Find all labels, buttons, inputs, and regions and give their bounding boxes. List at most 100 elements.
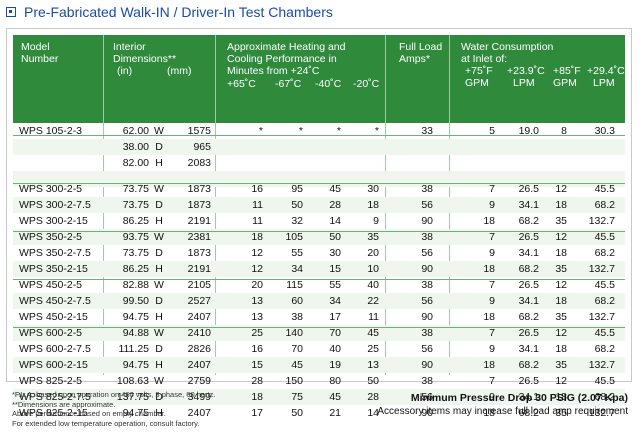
cell-l1: 68.2 (518, 263, 539, 275)
cell-amps: 90 (421, 215, 433, 227)
page-title: Pre-Fabricated Walk-IN / Driver-In Test … (24, 4, 333, 20)
cell-g1: 18 (483, 359, 495, 371)
cell-amps: 56 (421, 391, 433, 403)
cell-p3: 14 (329, 215, 341, 227)
cell-p1: 16 (251, 183, 263, 195)
cell-model: WPS 350-2-7.5 (19, 247, 91, 259)
cell-model: WPS 450-2-5 (19, 279, 83, 291)
cell-in: 38.00 (122, 141, 149, 153)
cell-l1: 68.2 (518, 311, 539, 323)
cell-p3: * (336, 125, 341, 137)
cell-amps: 38 (421, 183, 433, 195)
cell-model: WPS 350-2-5 (19, 231, 83, 243)
cell-l2: 45.5 (594, 375, 615, 387)
header-mm: (mm) (167, 65, 192, 77)
cell-mm: 1873 (187, 183, 211, 195)
cell-p4: * (374, 125, 379, 137)
cell-p3: 28 (329, 199, 341, 211)
cell-p3: 21 (329, 407, 341, 419)
header-full-load: Full Load (399, 41, 443, 53)
cell-amps: 90 (421, 263, 433, 275)
cell-g2: 12 (555, 279, 567, 291)
cell-mm: 2381 (187, 231, 211, 243)
cell-g2: 18 (555, 343, 567, 355)
cell-p2: 60 (291, 295, 303, 307)
footnote: *F.L.A. based upon operation on 460 volt… (12, 390, 216, 399)
cell-in: 82.88 (122, 279, 149, 291)
cell-dim: H (155, 359, 163, 371)
cell-l2: 30.3 (594, 125, 615, 137)
cell-p2: * (298, 125, 303, 137)
table-row: WPS 350-2-5 93.75 W 2381 18 105 50 35 38 7 26.5 12 4… (13, 229, 625, 245)
cell-p4: 28 (367, 391, 379, 403)
cell-dim: W (154, 125, 164, 137)
cell-amps: 90 (421, 359, 433, 371)
cell-mm: 2527 (187, 295, 211, 307)
cell-p2: 50 (291, 199, 303, 211)
cell-g1: 9 (489, 199, 495, 211)
cell-p1: 13 (251, 295, 263, 307)
cell-p4: 9 (373, 215, 379, 227)
cell-p3: 45 (329, 183, 341, 195)
cell-p2: 50 (291, 407, 303, 419)
cell-g2: 18 (555, 391, 567, 403)
cell-g2: 12 (555, 327, 567, 339)
cell-g1: 9 (489, 391, 495, 403)
cell-g1: 9 (489, 295, 495, 307)
header-perf-1: Approximate Heating and (227, 41, 346, 53)
cell-l2: 45.5 (594, 183, 615, 195)
cell-g2: 8 (561, 125, 567, 137)
table-row: WPS 105-2-3 62.00 W 1575 * * * * 33 5 19.0 8 30.3 (13, 123, 625, 139)
cell-mm: 2759 (187, 375, 211, 387)
cell-l2: 132.7 (588, 359, 615, 371)
cell-amps: 56 (421, 343, 433, 355)
table-row: WPS 450-2-15 94.75 H 2407 13 38 17 11 90 18 68.2 35… (13, 309, 625, 325)
cell-g1: 18 (483, 311, 495, 323)
cell-l2: 132.7 (588, 215, 615, 227)
cell-mm: 2407 (187, 407, 211, 419)
pressure-note: Minimum Pressure Drop 30 PSIG (2.07 Kpa) (410, 392, 628, 404)
cell-p3: 80 (329, 375, 341, 387)
cell-p1: 11 (252, 215, 263, 227)
cell-l1: 34.1 (518, 391, 539, 403)
header-perf-3: Minutes from +24˚C (227, 65, 320, 77)
cell-l1: 68.2 (518, 359, 539, 371)
cell-p1: 15 (251, 359, 263, 371)
cell-g2: 35 (555, 215, 567, 227)
cell-in: 73.75 (122, 247, 149, 259)
cell-p1: 12 (251, 263, 263, 275)
cell-p2: 38 (291, 311, 303, 323)
cell-in: 82.00 (122, 157, 149, 169)
cell-dim: D (155, 199, 163, 211)
cell-in: 94.88 (122, 327, 149, 339)
table-row: WPS 450-2-5 82.88 W 2105 20 115 55 40 38 7 26.5 12 4… (13, 277, 625, 293)
cell-model: WPS 600-2-7.5 (19, 343, 91, 355)
cell-p4: 30 (367, 183, 379, 195)
spec-table: Model Number Interior Dimensions** (in) … (6, 28, 632, 419)
group-divider (13, 183, 625, 184)
cell-in: 86.25 (122, 263, 149, 275)
cell-mm: 2407 (187, 311, 211, 323)
cell-p4: 14 (367, 407, 379, 419)
cell-p3: 15 (329, 263, 341, 275)
cell-p1: 17 (251, 407, 263, 419)
cell-p1: * (258, 125, 263, 137)
square-bullet-icon (6, 7, 16, 17)
cell-p4: 13 (367, 359, 379, 371)
header-in: (in) (117, 65, 133, 77)
cell-mm: 2191 (187, 215, 211, 227)
cell-dim: W (154, 183, 164, 195)
cell-p1: 20 (251, 279, 263, 291)
cell-l2: 132.7 (588, 263, 615, 275)
cell-model: WPS 300-2-15 (19, 215, 88, 227)
cell-g2: 12 (555, 183, 567, 195)
cell-p2: 34 (291, 263, 303, 275)
cell-mm: 2083 (187, 157, 211, 169)
cell-p1: 11 (252, 199, 263, 211)
cell-mm: 1873 (187, 199, 211, 211)
cell-dim: H (155, 215, 163, 227)
cell-p2: 105 (285, 231, 303, 243)
cell-p4: 18 (367, 199, 379, 211)
table-row: 82.00 H 2083 (13, 155, 625, 171)
cell-dim: D (155, 247, 163, 259)
